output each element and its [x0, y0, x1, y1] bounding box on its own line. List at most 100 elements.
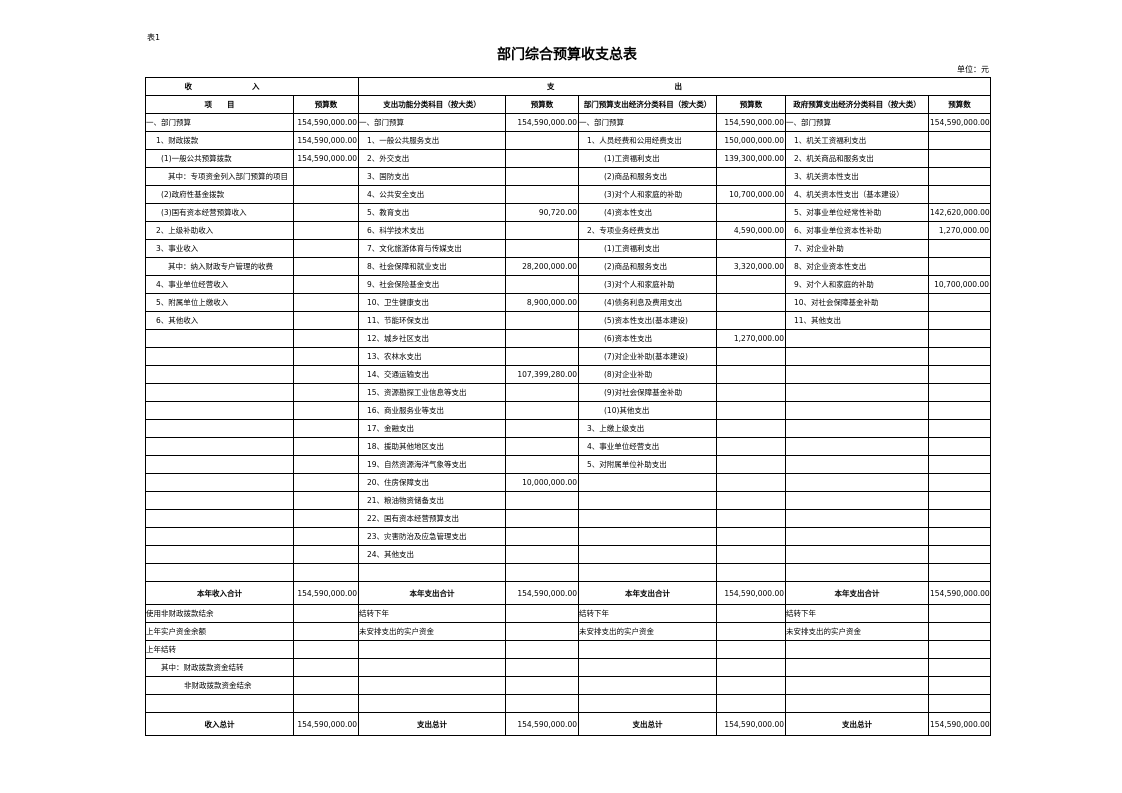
table-cell [505, 275, 579, 294]
table-cell [928, 419, 991, 438]
table-cell [928, 640, 991, 659]
table-row: 上年结转 [145, 640, 991, 659]
table-cell [928, 185, 991, 204]
table-cell: 一、部门预算 [785, 113, 929, 132]
table-cell: 9、对个人和家庭的补助 [785, 275, 929, 294]
table-cell [293, 676, 359, 695]
table-cell [928, 167, 991, 186]
table-cell [928, 473, 991, 492]
table-cell [505, 239, 579, 258]
table-row: 24、其他支出 [145, 545, 991, 564]
table-cell: 3,320,000.00 [716, 257, 786, 276]
table-cell: 154,590,000.00 [716, 581, 786, 605]
table-cell [293, 239, 359, 258]
table-row: (3)国有资本经营预算收入 5、教育支出 90,720.00 (4)资本性支出 5、对事… [145, 203, 991, 222]
table-row: (1)一般公共预算拨款 154,590,000.00 2、外交支出 (1)工资福利支出… [145, 149, 991, 168]
table-cell [716, 658, 786, 677]
table-cell: 11、节能环保支出 [358, 311, 506, 330]
table-cell: 未安排支出的实户资金 [785, 622, 929, 641]
table-cell: 9、社会保险基金支出 [358, 275, 506, 294]
table-cell: 其中：专项资金列入部门预算的项目 [145, 167, 294, 186]
table-cell [505, 149, 579, 168]
table-cell [505, 676, 579, 695]
table-cell: 11、其他支出 [785, 311, 929, 330]
table-cell [293, 383, 359, 402]
table-row: 非财政拨款资金结余 [145, 676, 991, 695]
table-cell: 2、专项业务经费支出 [578, 221, 717, 240]
table-cell [716, 437, 786, 456]
table-cell [293, 347, 359, 366]
table-row: 其中：纳入财政专户管理的收费 8、社会保障和就业支出 28,200,000.00 (2… [145, 257, 991, 276]
table-cell [578, 491, 717, 510]
table-row: 16、商业服务业等支出 (10)其他支出 [145, 401, 991, 420]
table-cell [785, 640, 929, 659]
table-cell: 142,620,000.00 [928, 203, 991, 222]
table-cell: 3、国防支出 [358, 167, 506, 186]
table-cell [716, 275, 786, 294]
table-cell [293, 563, 359, 582]
table-cell [578, 563, 717, 582]
table-cell [716, 365, 786, 384]
group-row: 收入 支出 [145, 77, 991, 96]
table-row: 19、自然资源海洋气象等支出 5、对附属单位补助支出 [145, 455, 991, 474]
budget-table: 收入 支出项 目预算数 支出功能分类科目（按大类） 预算数 部门预算支出经济分类科目（按… [145, 77, 991, 736]
table-cell [505, 401, 579, 420]
table-cell: 154,590,000.00 [928, 712, 991, 736]
table-cell [293, 527, 359, 546]
table-row: 14、交通运输支出 107,399,280.00 (8)对企业补助 [145, 365, 991, 384]
table-cell: 6、科学技术支出 [358, 221, 506, 240]
table-cell: 154,590,000.00 [293, 581, 359, 605]
column-header: 预算数 [928, 95, 991, 114]
table-row: (2)政府性基金拨款 4、公共安全支出 (3)对个人和家庭的补助 10,700,000… [145, 185, 991, 204]
table-cell [293, 437, 359, 456]
column-header: 预算数 [505, 95, 579, 114]
table-cell: 8、对企业资本性支出 [785, 257, 929, 276]
table-row: 其中：专项资金列入部门预算的项目 3、国防支出 (2)商品和服务支出 3、机关资本性支… [145, 167, 991, 186]
table-cell [785, 437, 929, 456]
table-cell [578, 527, 717, 546]
table-cell [785, 365, 929, 384]
table-cell [505, 527, 579, 546]
table-cell [505, 383, 579, 402]
table-cell [293, 257, 359, 276]
table-cell: (3)对个人和家庭的补助 [578, 185, 717, 204]
table-cell [785, 347, 929, 366]
table-note: 表1 [147, 33, 161, 42]
page-title: 部门综合预算收支总表 [497, 47, 637, 63]
table-cell [505, 563, 579, 582]
table-cell [293, 640, 359, 659]
table-cell [358, 658, 506, 677]
table-cell [578, 694, 717, 713]
table-cell: (8)对企业补助 [578, 365, 717, 384]
table-row: 17、金融支出 3、上缴上级支出 [145, 419, 991, 438]
table-cell [293, 694, 359, 713]
table-row: 12、城乡社区支出 (6)资本性支出 1,270,000.00 [145, 329, 991, 348]
table-cell: 154,590,000.00 [505, 581, 579, 605]
table-cell [716, 239, 786, 258]
table-row: 13、农林水支出 (7)对企业补助(基本建设) [145, 347, 991, 366]
unit-label: 单位：元 [957, 65, 989, 74]
table-cell [928, 676, 991, 695]
table-cell: 154,590,000.00 [716, 113, 786, 132]
table-cell [578, 473, 717, 492]
table-cell: 1、财政拨款 [145, 131, 294, 150]
column-header: 政府预算支出经济分类科目（按大类） [785, 95, 929, 114]
table-cell: 5、教育支出 [358, 203, 506, 222]
table-cell [358, 640, 506, 659]
table-cell [785, 419, 929, 438]
table-cell [928, 437, 991, 456]
table-cell: 22、国有资本经营预算支出 [358, 509, 506, 528]
table-cell [505, 545, 579, 564]
table-cell [716, 491, 786, 510]
table-cell [928, 149, 991, 168]
table-cell [928, 491, 991, 510]
table-cell: 154,590,000.00 [716, 712, 786, 736]
table-cell: 107,399,280.00 [505, 365, 579, 384]
table-cell [928, 401, 991, 420]
table-cell [928, 455, 991, 474]
table-row: 6、其他收入 11、节能环保支出 (5)资本性支出(基本建设) 11、其他支出 [145, 311, 991, 330]
table-cell: 139,300,000.00 [716, 149, 786, 168]
table-cell: 10、对社会保障基金补助 [785, 293, 929, 312]
table-cell: (7)对企业补助(基本建设) [578, 347, 717, 366]
